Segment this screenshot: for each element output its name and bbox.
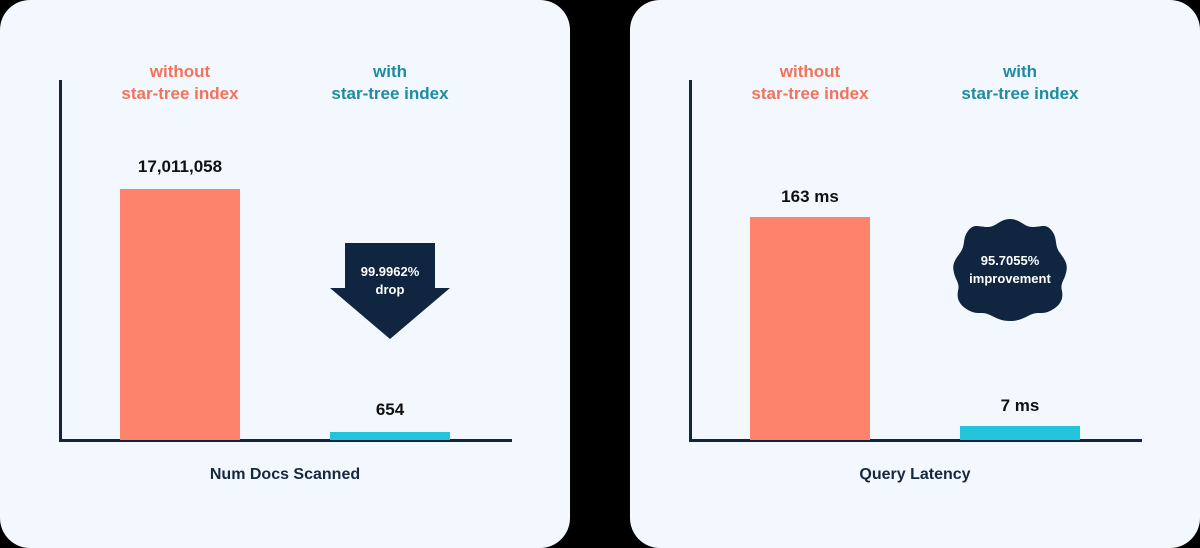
down-arrow-icon [330, 243, 450, 339]
value-label-with: 654 [375, 400, 405, 419]
callout-percentage: 95.7055% [980, 253, 1040, 268]
category-label-without: without star-tree index [700, 61, 920, 105]
category-label-line1: with [1003, 62, 1037, 81]
category-label-line2: star-tree index [961, 84, 1079, 103]
bar-without [120, 189, 240, 440]
chart-title: Query Latency [859, 466, 971, 483]
y-axis [59, 80, 62, 442]
value-label-with: 7 ms [1000, 396, 1040, 415]
drop-callout: 99.9962% drop [330, 243, 450, 339]
scalloped-badge-icon [953, 219, 1067, 321]
num-docs-scanned-chart-card: without star-tree index with star-tree i… [0, 0, 570, 548]
value-label-without: 163 ms [781, 187, 839, 206]
bar-with [960, 426, 1080, 440]
bar-with [330, 432, 450, 440]
callout-caption: drop [375, 282, 405, 297]
category-label-line1: without [779, 62, 841, 81]
callout-percentage: 99.9962% [360, 264, 420, 279]
category-label-line2: star-tree index [331, 84, 449, 103]
chart-title: Num Docs Scanned [209, 466, 361, 483]
bar-without [750, 217, 870, 440]
category-label-with: with star-tree index [910, 61, 1130, 105]
query-latency-chart-card: without star-tree index with star-tree i… [630, 0, 1200, 548]
x-axis [689, 439, 1142, 442]
category-label-line2: star-tree index [751, 84, 869, 103]
category-label-line1: without [149, 62, 211, 81]
category-label-line2: star-tree index [121, 84, 239, 103]
improvement-callout: 95.7055% improvement [950, 217, 1070, 323]
category-label-without: without star-tree index [70, 61, 290, 105]
callout-caption: improvement [969, 271, 1051, 286]
x-axis [59, 439, 512, 442]
category-label-line1: with [373, 62, 407, 81]
value-label-without: 17,011,058 [137, 157, 223, 176]
category-label-with: with star-tree index [280, 61, 500, 105]
y-axis [689, 80, 692, 442]
